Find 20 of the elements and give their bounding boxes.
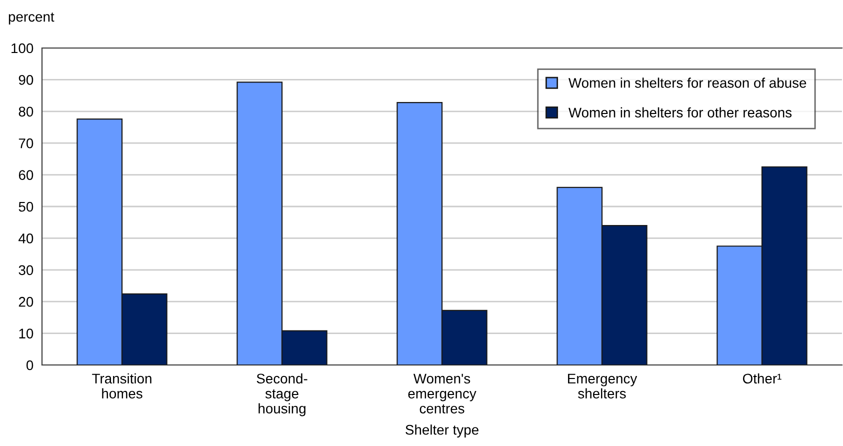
x-tick-label: Emergency shelters	[568, 374, 638, 398]
x-tick-label: Transition homes	[92, 373, 152, 398]
y-tick-label: 80	[18, 106, 34, 117]
x-tick-label: Women's emergency centres	[408, 374, 476, 414]
y-tick-label: 100	[12, 43, 34, 54]
x-axis-title: Shelter type	[406, 424, 478, 438]
y-tick-label: 20	[18, 296, 34, 307]
y-tick-label: 30	[18, 265, 34, 276]
x-tick-label: Other¹	[742, 373, 782, 384]
legend-label: Women in shelters for other reasons	[568, 107, 792, 118]
y-tick-label: 0	[26, 360, 34, 370]
x-tick-label: Second- stage housing	[256, 373, 308, 416]
y-axis-title: percent	[8, 12, 54, 24]
y-tick-label: 60	[18, 170, 34, 180]
y-tick-label: 50	[18, 202, 34, 212]
y-tick-label: 10	[19, 328, 34, 338]
legend-label: Women in shelters for reason of abuse	[568, 78, 806, 88]
y-tick-label: 40	[18, 234, 34, 244]
y-tick-label: 70	[18, 138, 34, 148]
y-tick-label: 90	[18, 75, 34, 85]
